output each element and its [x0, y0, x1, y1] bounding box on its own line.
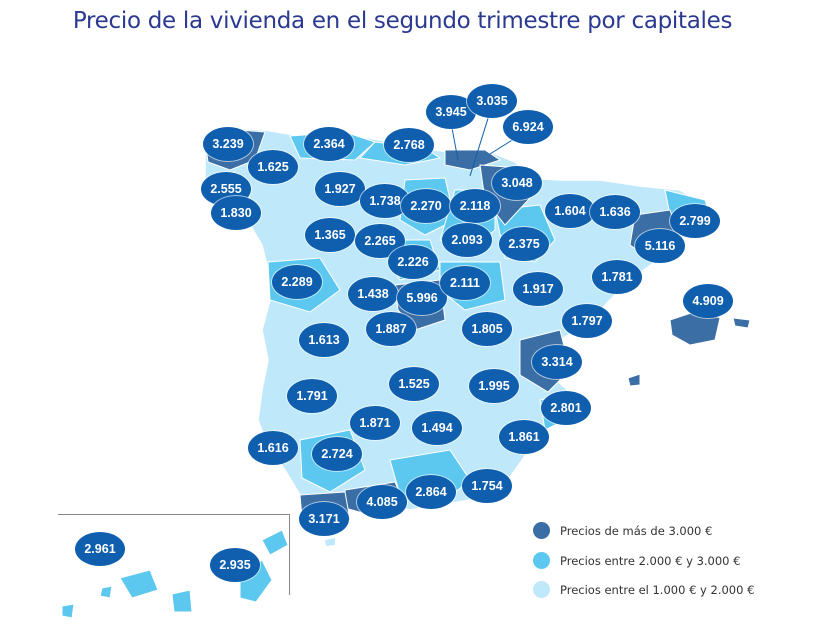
legend-swatch-high — [533, 522, 550, 539]
price-bubble-zaragoza: 2.375 — [499, 227, 549, 261]
price-bubble-malaga: 4.085 — [357, 485, 407, 519]
price-bubble-logrono: 2.118 — [450, 189, 500, 223]
price-bubble-almeria: 1.754 — [462, 469, 512, 503]
price-bubble-murcia: 1.861 — [499, 420, 549, 454]
price-bubble-albacete: 1.995 — [469, 369, 519, 403]
legend-item-high: Precios de más de 3.000 € — [533, 522, 712, 539]
leader-bilbao — [451, 127, 459, 161]
price-bubble-burgos: 2.270 — [401, 189, 451, 223]
legend-swatch-mid — [533, 552, 550, 569]
region-gomera — [99, 585, 113, 599]
region-grancanaria — [119, 569, 159, 599]
price-bubble-toledo: 1.887 — [366, 312, 416, 346]
price-bubble-badajoz: 1.791 — [287, 379, 337, 413]
price-bubble-lugo: 1.625 — [248, 150, 298, 184]
page-title: Precio de la vivienda en el segundo trim… — [72, 8, 733, 34]
legend-item-mid: Precios entre 2.000 € y 3.000 € — [533, 552, 740, 569]
price-bubble-castellon: 1.797 — [562, 304, 612, 338]
legend-swatch-low — [533, 581, 550, 598]
price-bubble-huesca: 1.604 — [545, 194, 595, 228]
legend-label-high: Precios de más de 3.000 € — [560, 523, 713, 538]
region-menorca — [732, 317, 751, 329]
price-bubble-madrid: 5.996 — [397, 281, 447, 315]
price-bubble-caceres: 1.613 — [299, 323, 349, 357]
region-ibiza — [627, 373, 641, 387]
region-lapalma — [61, 603, 75, 619]
canary-islands-inset-frame — [58, 514, 290, 595]
legend-item-low: Precios entre el 1.000 € y 2.000 € — [533, 581, 754, 598]
price-bubble-oviedo: 2.364 — [304, 127, 354, 161]
price-bubble-cadiz: 3.171 — [299, 502, 349, 536]
legend-label-low: Precios entre el 1.000 € y 2.000 € — [560, 582, 755, 597]
price-bubble-valencia: 3.314 — [532, 345, 582, 379]
price-bubble-granada: 2.864 — [406, 475, 456, 509]
price-bubble-ciudadreal: 1.525 — [389, 367, 439, 401]
legend-label-mid: Precios entre 2.000 € y 3.000 € — [560, 553, 741, 568]
price-bubble-barcelona: 5.116 — [635, 229, 685, 263]
price-bubble-huelva: 1.616 — [248, 431, 298, 465]
price-bubble-soria: 2.093 — [442, 223, 492, 257]
price-bubble-salamanca: 2.289 — [272, 265, 322, 299]
region-ceuta — [325, 538, 335, 546]
price-bubble-ourense: 1.830 — [211, 196, 261, 230]
price-bubble-lleida: 1.636 — [590, 195, 640, 229]
price-bubble-cuenca: 1.805 — [462, 312, 512, 346]
price-bubble-zamora: 1.365 — [305, 218, 355, 252]
price-bubble-tarragona: 1.781 — [592, 260, 642, 294]
price-bubble-girona: 2.799 — [670, 204, 720, 238]
price-bubble-vitoria: 3.035 — [467, 84, 517, 118]
region-tenerife-island — [171, 589, 193, 613]
price-bubble-sevilla: 2.724 — [312, 437, 362, 471]
price-bubble-segovia: 2.226 — [388, 245, 438, 279]
price-bubble-laspalmas: 2.961 — [75, 532, 125, 566]
price-bubble-pamplona: 3.048 — [492, 166, 542, 200]
price-bubble-santander: 2.768 — [384, 128, 434, 162]
price-bubble-tenerife: 2.935 — [210, 548, 260, 582]
price-bubble-donostia: 6.924 — [503, 110, 553, 144]
region-lanzarote — [261, 529, 289, 556]
price-bubble-teruel: 1.917 — [513, 272, 563, 306]
price-bubble-alicante: 2.801 — [541, 391, 591, 425]
price-bubble-leon: 1.927 — [315, 172, 365, 206]
price-bubble-jaen: 1.494 — [412, 411, 462, 445]
leader-vitoria — [469, 111, 491, 177]
price-bubble-coruna: 3.239 — [203, 127, 253, 161]
price-bubble-guadalajara: 2.111 — [440, 266, 490, 300]
price-bubble-cordoba: 1.871 — [350, 406, 400, 440]
price-bubble-avila: 1.438 — [348, 277, 398, 311]
price-bubble-palma: 4.909 — [683, 284, 733, 318]
